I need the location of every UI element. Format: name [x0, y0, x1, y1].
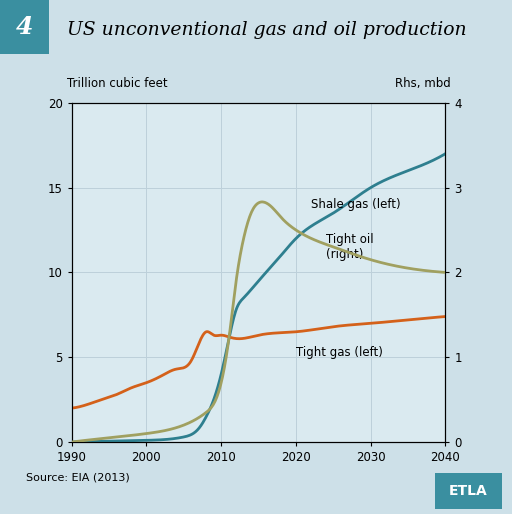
- Text: Source: EIA (2013): Source: EIA (2013): [26, 473, 130, 483]
- Text: Trillion cubic feet: Trillion cubic feet: [67, 77, 167, 90]
- Text: 4: 4: [16, 15, 33, 39]
- Text: Shale gas (left): Shale gas (left): [311, 198, 400, 211]
- Text: Tight oil
(right): Tight oil (right): [326, 233, 373, 261]
- Text: ETLA: ETLA: [449, 484, 488, 498]
- Text: US unconventional gas and oil production: US unconventional gas and oil production: [67, 21, 466, 39]
- Text: Tight gas (left): Tight gas (left): [296, 345, 383, 359]
- Text: Rhs, mbd: Rhs, mbd: [395, 77, 451, 90]
